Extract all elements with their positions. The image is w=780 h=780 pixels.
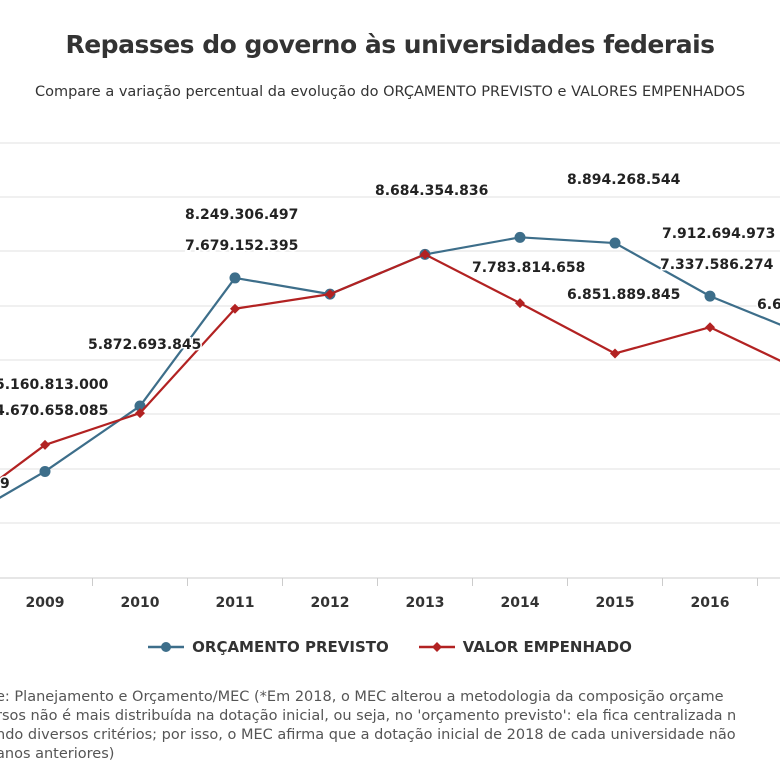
- x-tick-label: 2013: [406, 595, 445, 611]
- legend-item-orcamento[interactable]: ORÇAMENTO PREVISTO: [148, 638, 389, 656]
- data-point: [230, 303, 240, 314]
- x-tick-label: 2010: [121, 595, 160, 611]
- x-tick-label: 2014: [501, 595, 540, 611]
- legend-label-empenhado: VALOR EMPENHADO: [462, 638, 632, 656]
- legend-marker-circle-icon: [148, 642, 185, 652]
- source-line: e: Planejamento e Orçamento/MEC (*Em 201…: [0, 689, 724, 705]
- legend-item-empenhado[interactable]: VALOR EMPENHADO: [418, 638, 632, 656]
- data-label: 4.670.658.085: [0, 403, 108, 419]
- x-tick-label: 2011: [216, 595, 255, 611]
- series-line-orcamento: [0, 236, 780, 499]
- data-point: [135, 408, 145, 419]
- data-label: 5.872.693.845: [88, 337, 201, 353]
- data-point: [420, 249, 430, 260]
- x-tick-label: 2015: [596, 595, 635, 611]
- grid-lines: [0, 142, 780, 524]
- source-note: e: Planejamento e Orçamento/MEC (*Em 201…: [0, 688, 780, 764]
- series-group: [0, 231, 780, 499]
- data-label: 7.783.814.658: [472, 260, 585, 276]
- data-point: [39, 465, 51, 477]
- data-point: [609, 237, 621, 249]
- data-label: 8.249.306.497: [185, 207, 298, 223]
- chart-subtitle: Compare a variação percentual da evoluçã…: [34, 84, 746, 100]
- data-point: [229, 272, 241, 284]
- series-line-empenhado: [0, 253, 780, 480]
- data-label: 5.160.813.000: [0, 377, 109, 393]
- data-label: 6.6: [757, 297, 780, 313]
- data-label: 8.684.354.836: [375, 183, 488, 199]
- data-labels: 9 4.670.658.085 5.872.693.845 8.249.306.497…: [0, 171, 780, 494]
- data-label: 7.912.694.973: [662, 226, 775, 242]
- x-axis: 2009 2010 2011 2012 2013 2014 2015 2016: [0, 577, 780, 611]
- legend-label-orcamento: ORÇAMENTO PREVISTO: [192, 638, 389, 656]
- data-label: 7.337.586.274: [660, 257, 774, 273]
- data-point: [515, 298, 525, 309]
- source-line: rsos não é mais distribuída na dotação i…: [0, 708, 737, 724]
- source-line: ndo diversos critérios; por isso, o MEC …: [0, 727, 736, 743]
- data-point: [610, 348, 620, 359]
- data-label: 9: [0, 476, 10, 492]
- data-point: [325, 289, 335, 300]
- x-tick-label: 2009: [26, 595, 65, 611]
- data-point: [40, 439, 50, 450]
- x-tick-label: 2016: [691, 595, 730, 611]
- x-tick-label: 2012: [311, 595, 350, 611]
- data-point: [705, 322, 715, 333]
- chart-title: Repasses do governo às universidades fed…: [65, 30, 715, 59]
- data-label: 8.894.268.544: [567, 172, 681, 188]
- data-point: [514, 231, 526, 243]
- legend-marker-diamond-icon: [418, 642, 455, 652]
- source-line: anos anteriores): [0, 746, 115, 762]
- data-point: [704, 290, 716, 302]
- data-label: 7.679.152.395: [185, 238, 298, 254]
- data-label: 6.851.889.845: [567, 287, 680, 303]
- legend: ORÇAMENTO PREVISTO VALOR EMPENHADO: [0, 638, 780, 656]
